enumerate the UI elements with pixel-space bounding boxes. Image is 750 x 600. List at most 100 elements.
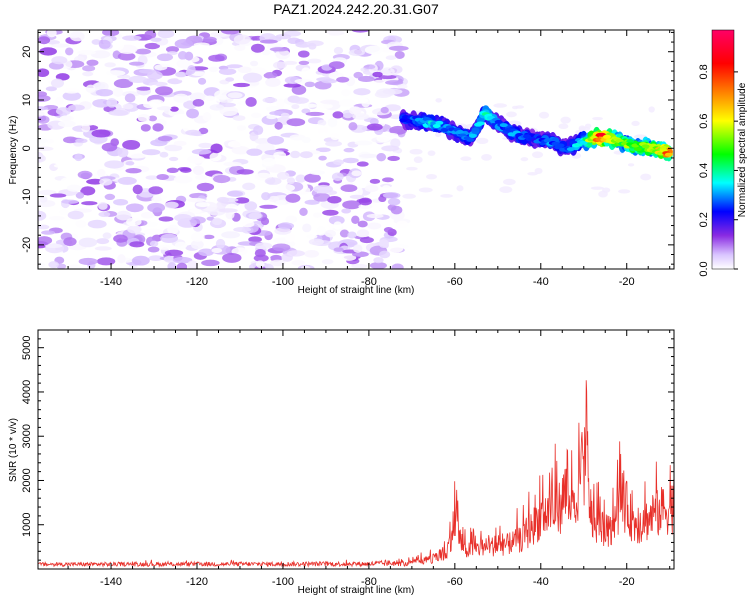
heatmap-noise-blob [349,106,362,115]
heatmap-noise-blob [173,113,191,120]
heatmap-noise-blob [208,66,219,73]
heatmap-noise-blob [38,36,51,45]
heatmap-faint-blob [520,157,529,162]
heatmap-noise-blob [189,208,202,214]
heatmap-ridge-blob [602,134,611,139]
heatmap-noise-blob [78,257,98,266]
heatmap-noise-blob [265,77,281,88]
heatmap-noise-blob [318,132,331,138]
heatmap-noise-blob [331,172,344,181]
heatmap-noise-blob [157,30,175,39]
heatmap-faint-blob [648,106,655,113]
heatmap-noise-blob [154,64,168,71]
heatmap-noise-blob [364,45,383,55]
heatmap-noise-blob [390,138,401,148]
heatmap-noise-blob [352,113,370,120]
heatmap-noise-blob [65,47,74,56]
heatmap-noise-blob [358,204,373,210]
heatmap-noise-blob [330,132,340,141]
snr-y-tick-label: 4000 [21,380,33,404]
heatmap-noise-blob [87,219,107,229]
heatmap-noise-blob [336,76,350,83]
heatmap-noise-blob [144,42,160,50]
heatmap-noise-blob [300,103,318,108]
heatmap-noise-blob [152,123,164,132]
heatmap-noise-blob [357,97,369,104]
heatmap-noise-blob [38,94,51,102]
heatmap-noise-blob [301,108,311,114]
snr-y-axis-title: SNR (10 * v/v) [8,418,19,482]
heatmap-noise-blob [233,227,251,233]
heatmap-noise-blob [55,107,72,116]
heatmap-noise-blob [148,255,164,262]
heatmap-noise-blob [68,264,81,269]
heatmap-noise-blob [353,71,363,79]
heatmap-noise-blob [389,125,407,135]
heatmap-noise-blob [47,40,60,45]
heatmap-noise-blob [376,135,391,143]
heatmap-noise-blob [122,103,134,110]
heatmap-noise-blob [313,192,331,202]
snr-x-tick-label: -40 [533,576,549,588]
heatmap-noise-blob [369,261,387,269]
heatmap-noise-blob [95,88,114,97]
heatmap-noise-blob [335,36,346,43]
heatmap-noise-blob [148,115,158,122]
heatmap-noise-blob [304,173,321,183]
heatmap-noise-blob [98,39,111,49]
heatmap-noise-blob [77,170,93,179]
heatmap-noise-blob [270,259,286,267]
heatmap-noise-blob [124,93,136,103]
heatmap-noise-blob [351,263,368,269]
heatmap-noise-blob [283,60,298,65]
heatmap-noise-blob [286,118,306,127]
heatmap-noise-blob [50,78,65,88]
heatmap-noise-blob [259,39,278,44]
heatmap-noise-blob [194,175,208,180]
heatmap-noise-blob [304,249,320,258]
heatmap-ridge-blob [556,143,565,148]
heatmap-noise-blob [308,42,317,50]
heatmap-noise-blob [209,152,222,162]
heatmap-noise-blob [192,165,205,176]
heatmap-noise-blob [198,248,214,257]
heatmap-noise-blob [75,192,85,199]
heatmap-noise-blob [221,231,241,239]
heatmap-noise-blob [301,136,311,144]
heatmap-noise-blob [38,142,46,147]
heatmap-noise-blob [286,250,305,257]
heatmap-noise-blob [254,242,273,250]
heatmap-noise-blob [51,43,70,48]
heatmap-noise-blob [297,50,310,58]
heatmap-noise-blob [149,240,159,247]
heatmap-noise-blob [133,249,147,256]
snr-x-tick-label: -100 [272,576,294,588]
heatmap-ridge-blob [664,152,673,157]
heatmap-noise-blob [66,184,82,192]
spectrogram-x-tick-label: -80 [361,276,377,288]
snr-y-tick-label: 3000 [21,424,33,448]
heatmap-noise-blob [328,61,345,69]
heatmap-noise-blob [113,198,129,206]
heatmap-noise-blob [116,132,127,138]
heatmap-faint-blob [590,186,605,190]
heatmap-noise-blob [262,157,276,167]
heatmap-noise-blob [298,60,310,65]
heatmap-noise-blob [242,72,263,83]
heatmap-noise-blob [244,201,258,211]
heatmap-noise-blob [164,201,179,209]
heatmap-noise-blob [300,265,311,269]
heatmap-ridge-blob [641,144,650,149]
snr-y-tick-label: 1000 [21,512,33,536]
heatmap-noise-blob [338,100,356,107]
heatmap-noise-blob [166,167,179,174]
heatmap-noise-blob [343,147,355,153]
heatmap-noise-blob [206,189,218,200]
spectrogram-x-axis-title: Height of straight line (km) [298,285,415,296]
heatmap-noise-blob [320,99,340,105]
heatmap-noise-blob [348,122,358,131]
heatmap-noise-blob [106,98,118,108]
heatmap-noise-blob [173,93,189,103]
heatmap-noise-blob [57,120,76,128]
heatmap-noise-blob [333,247,344,252]
